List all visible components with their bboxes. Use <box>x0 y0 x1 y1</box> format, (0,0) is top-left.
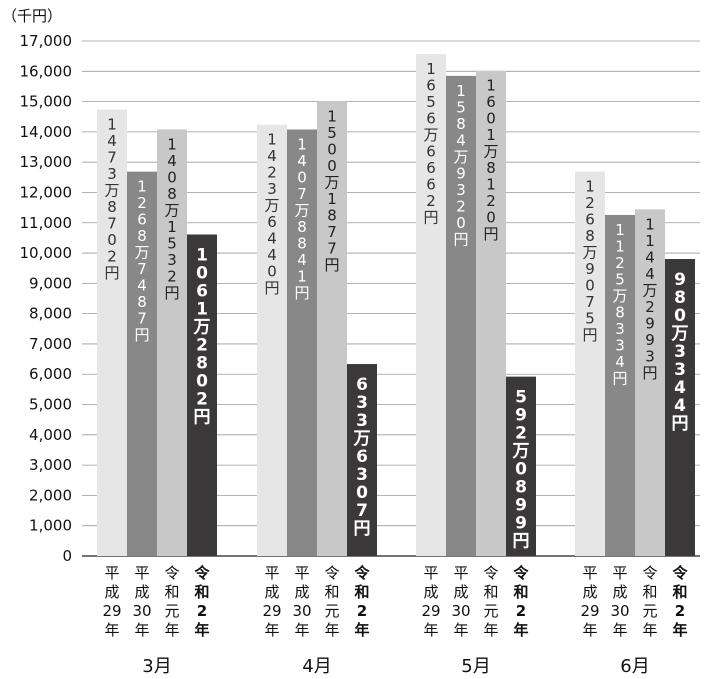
series-label: 令和元年 <box>642 564 657 639</box>
series-label: 令和 2 年 <box>194 564 210 639</box>
month-label: 4月 <box>302 656 331 677</box>
series-label: 令和 2 年 <box>354 564 370 639</box>
y-tick-label: 5,000 <box>29 396 72 414</box>
y-tick-label: 7,000 <box>29 335 72 353</box>
series-label: 平成 29 年 <box>102 564 121 639</box>
series-label: 平成 30 年 <box>451 564 470 639</box>
unit-label: （千円） <box>2 7 62 25</box>
y-tick-label: 2,000 <box>29 486 72 504</box>
y-tick-label: 11,000 <box>20 214 73 232</box>
bar <box>257 124 287 557</box>
y-axis-ticks: 0 1,000 2,000 3,000 4,000 5,000 6,000 7,000 8,00… <box>20 32 73 565</box>
bars <box>97 54 695 557</box>
series-label: 平成 29 年 <box>421 564 440 639</box>
bar <box>506 376 536 556</box>
series-label: 令和元年 <box>324 564 339 639</box>
y-tick-label: 16,000 <box>20 62 73 80</box>
y-tick-label: 12,000 <box>20 183 73 201</box>
bar <box>476 70 506 557</box>
y-tick-label: 0 <box>62 547 72 565</box>
value-labels: 1 4 7 3 万 8 7 0 2 円 1 2 6 8 万 7 4 8 7 円 1 4 0 8 万 1 5 3 2 円 1 0 6 1 万 2 8 0 2 円… <box>104 60 688 552</box>
y-tick-label: 14,000 <box>20 123 73 141</box>
series-label: 平成 29 年 <box>262 564 281 639</box>
y-tick-label: 6,000 <box>29 365 72 383</box>
y-tick-label: 3,000 <box>29 456 72 474</box>
series-label: 令和 2 年 <box>513 564 529 639</box>
y-tick-label: 1,000 <box>29 517 72 535</box>
bar <box>157 129 187 556</box>
series-label: 平成 30 年 <box>292 564 311 639</box>
series-label: 令和元年 <box>164 564 179 639</box>
bar <box>575 171 605 556</box>
series-label: 令和元年 <box>483 564 498 639</box>
bar <box>317 101 347 556</box>
month-label: 6月 <box>620 656 649 677</box>
y-tick-label: 8,000 <box>29 305 72 323</box>
series-label: 平成 30 年 <box>610 564 629 639</box>
month-label: 3月 <box>142 656 171 677</box>
bar <box>446 75 476 557</box>
month-label: 5月 <box>461 656 490 677</box>
bar <box>635 209 665 557</box>
bar <box>127 171 157 556</box>
y-tick-label: 13,000 <box>20 153 73 171</box>
bar <box>97 109 127 556</box>
y-tick-label: 15,000 <box>20 93 73 111</box>
bar <box>416 54 446 556</box>
y-tick-label: 4,000 <box>29 426 72 444</box>
month-labels: 3月 4月 5月 6月 <box>142 656 649 677</box>
bar <box>287 129 317 556</box>
bar <box>347 364 377 556</box>
bar <box>665 259 695 556</box>
series-label: 平成 30 年 <box>132 564 151 639</box>
y-tick-label: 10,000 <box>20 244 73 262</box>
y-tick-label: 17,000 <box>20 32 73 50</box>
series-label: 平成 29 年 <box>580 564 599 639</box>
bar <box>605 214 635 556</box>
y-tick-label: 9,000 <box>29 274 72 292</box>
series-label: 令和 2 年 <box>672 564 688 639</box>
bar <box>187 234 217 557</box>
